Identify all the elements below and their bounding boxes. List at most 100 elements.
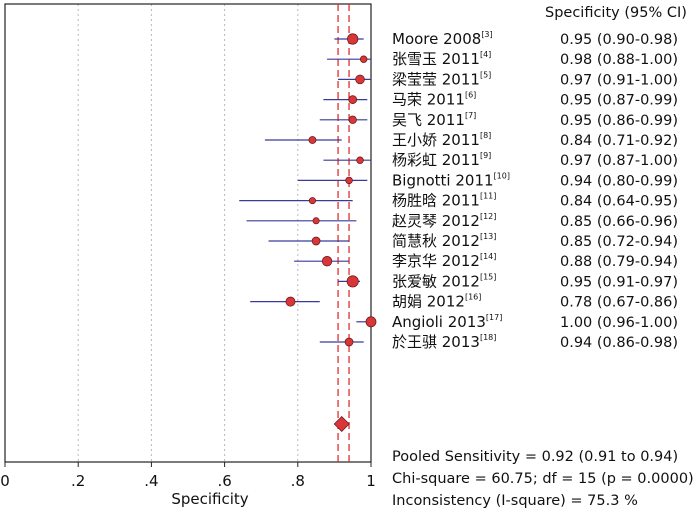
x-tick-label: 0 [0, 472, 10, 490]
x-tick-label: .2 [71, 472, 85, 490]
study-label: 杨彩虹 2011[9] [392, 151, 491, 169]
study-ref: [8] [480, 131, 491, 140]
study-ref: [9] [480, 151, 491, 160]
study-point [308, 136, 317, 144]
study-name: Angioli 2013 [392, 313, 486, 331]
summary-stat-line: Chi-square = 60.75; df = 15 (p = 0.0000) [392, 471, 694, 487]
study-ref: [7] [465, 111, 476, 120]
ci-value: 0.98 (0.88-1.00) [560, 52, 678, 68]
study-point [346, 275, 359, 288]
ci-value: 0.95 (0.87-0.99) [560, 93, 678, 109]
study-point [311, 236, 321, 246]
study-label: 杨胜晗 2011[11] [392, 192, 496, 210]
study-point [348, 115, 357, 124]
study-label: 於王骐 2013[18] [392, 333, 496, 351]
ci-lines [239, 38, 371, 343]
study-name: 简慧秋 2012 [392, 232, 480, 250]
x-tick-label: 1 [366, 472, 376, 490]
study-ref: [4] [480, 50, 491, 59]
study-label: 简慧秋 2012[13] [392, 232, 496, 250]
study-name: 赵灵琴 2012 [392, 212, 480, 230]
study-ref: [11] [480, 192, 496, 201]
study-ref: [12] [480, 212, 496, 221]
study-point [347, 33, 359, 45]
study-labels: Moore 2008[3] 张雪玉 2011[4] 梁莹莹 2011[5] 马荣 20… [392, 30, 510, 351]
study-point [285, 296, 296, 307]
study-name: 张雪玉 2011 [392, 50, 480, 68]
study-point [312, 217, 320, 225]
study-ref: [18] [480, 333, 496, 342]
plot-frame [4, 3, 372, 463]
summary-stat-line: Pooled Sensitivity = 0.92 (0.91 to 0.94) [392, 449, 678, 465]
study-label: Angioli 2013[17] [392, 313, 502, 331]
study-point [321, 256, 333, 267]
study-label: 张雪玉 2011[4] [392, 50, 491, 68]
ci-value: 0.97 (0.87-1.00) [560, 153, 678, 169]
study-ref: [3] [481, 30, 492, 39]
x-tick-label: .4 [144, 472, 158, 490]
x-axis-label: Specificity [171, 490, 248, 508]
pooled-ci-lines [337, 4, 350, 462]
x-tick-label: .6 [217, 472, 231, 490]
ci-value: 0.85 (0.72-0.94) [560, 234, 678, 250]
study-name: 王小娇 2011 [392, 131, 480, 149]
study-ref: [10] [494, 171, 510, 180]
study-label: 吴飞 2011[7] [392, 111, 476, 129]
study-point [344, 337, 354, 347]
ci-value: 0.84 (0.64-0.95) [560, 194, 678, 210]
column-header: Specificity (95% CI) [545, 5, 687, 21]
pooled-marker [333, 416, 350, 432]
study-name: 杨胜晗 2011 [392, 192, 480, 210]
study-ref: [15] [480, 272, 496, 281]
study-ref: [5] [480, 70, 491, 79]
ci-value: 0.84 (0.71-0.92) [560, 133, 678, 149]
study-label: 马荣 2011[6] [392, 91, 476, 109]
summary-stats: Pooled Sensitivity = 0.92 (0.91 to 0.94)… [392, 449, 694, 509]
study-point [365, 316, 377, 328]
study-name: 李京华 2012 [392, 252, 480, 270]
study-ref: [17] [486, 313, 502, 322]
ci-value: 0.94 (0.80-0.99) [560, 173, 678, 189]
x-tick-label: .8 [291, 472, 305, 490]
study-markers [285, 33, 377, 347]
study-name: Bignotti 2011 [392, 171, 494, 189]
study-name: 胡娟 2012 [392, 293, 465, 311]
ci-values: 0.95 (0.90-0.98) 0.98 (0.88-1.00) 0.97 (0.… [560, 32, 678, 351]
gridlines [77, 4, 299, 462]
ci-value: 0.85 (0.66-0.96) [560, 214, 678, 230]
study-name: 於王骐 2013 [392, 333, 480, 351]
study-point [359, 55, 368, 63]
ci-value: 0.95 (0.91-0.97) [560, 274, 678, 290]
study-label: Bignotti 2011[10] [392, 171, 510, 189]
study-name: 杨彩虹 2011 [392, 151, 480, 169]
ci-value: 0.95 (0.86-0.99) [560, 113, 678, 129]
study-label: 张爱敏 2012[15] [392, 272, 496, 290]
ci-value: 0.94 (0.86-0.98) [560, 335, 678, 351]
ci-value: 1.00 (0.96-1.00) [560, 315, 678, 331]
study-point [355, 74, 365, 85]
study-label: 李京华 2012[14] [392, 252, 496, 270]
study-name: Moore 2008 [392, 30, 481, 48]
study-ref: [6] [465, 91, 476, 100]
study-label: 胡娟 2012[16] [392, 293, 481, 311]
study-label: 赵灵琴 2012[12] [392, 212, 496, 230]
study-ref: [16] [465, 293, 481, 302]
study-label: 梁莹莹 2011[5] [392, 70, 491, 88]
study-name: 吴飞 2011 [392, 111, 465, 129]
study-point [345, 176, 353, 185]
study-name: 梁莹莹 2011 [392, 70, 480, 88]
study-point [348, 95, 358, 104]
study-ref: [14] [480, 252, 496, 261]
pooled-marker-group [333, 416, 350, 432]
ci-value: 0.97 (0.91-1.00) [560, 72, 678, 88]
study-ref: [13] [480, 232, 496, 241]
ci-value: 0.95 (0.90-0.98) [560, 32, 678, 48]
ci-value: 0.78 (0.67-0.86) [560, 295, 678, 311]
study-label: Moore 2008[3] [392, 30, 493, 48]
x-axis-ticks: 0 .2 .4 .6 .8 1 [0, 462, 376, 490]
study-label: 王小娇 2011[8] [392, 131, 491, 149]
study-point [356, 156, 364, 164]
summary-stat-line: Inconsistency (I-square) = 75.3 % [392, 493, 638, 509]
study-name: 马荣 2011 [392, 91, 465, 109]
